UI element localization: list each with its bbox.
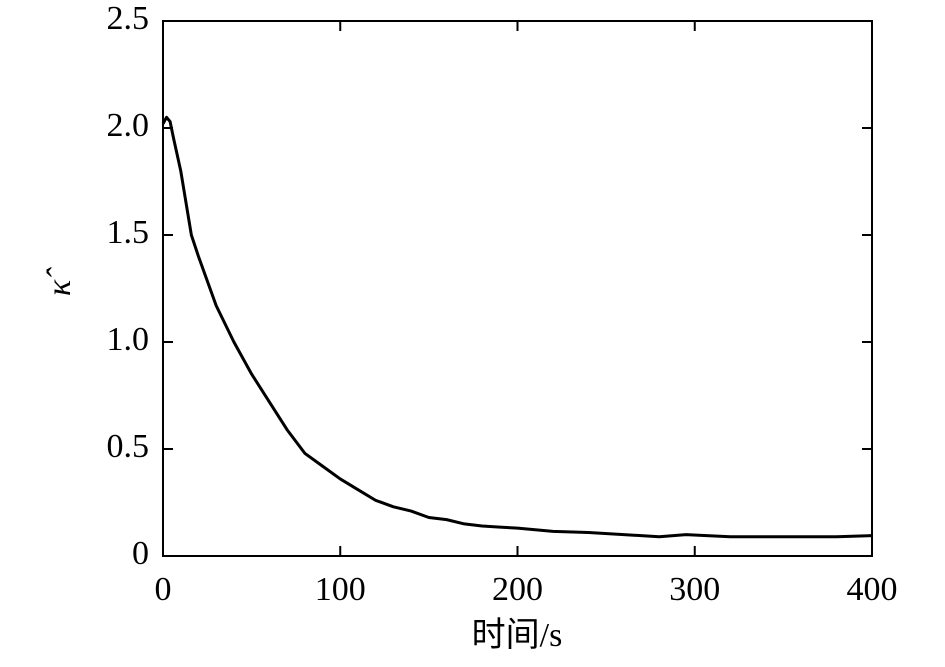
x-axis-label: 时间/s: [472, 617, 563, 654]
plot-frame: [162, 20, 873, 557]
x-tick-label: 300: [669, 571, 720, 608]
x-tick-label: 0: [155, 571, 172, 608]
y-axis-label: κ̂: [41, 267, 78, 296]
y-tick-label: 2.0: [107, 107, 150, 144]
y-tick-label: 1.0: [107, 321, 150, 358]
y-tick-label: 0.5: [107, 428, 150, 465]
data-line: [161, 115, 873, 539]
x-tick-label: 100: [315, 571, 366, 608]
x-tick-label: 200: [492, 571, 543, 608]
x-tick-label: 400: [847, 571, 898, 608]
y-tick-label: 1.5: [107, 214, 150, 251]
y-tick-label: 2.5: [107, 0, 150, 37]
y-tick-label: 0: [132, 535, 149, 572]
